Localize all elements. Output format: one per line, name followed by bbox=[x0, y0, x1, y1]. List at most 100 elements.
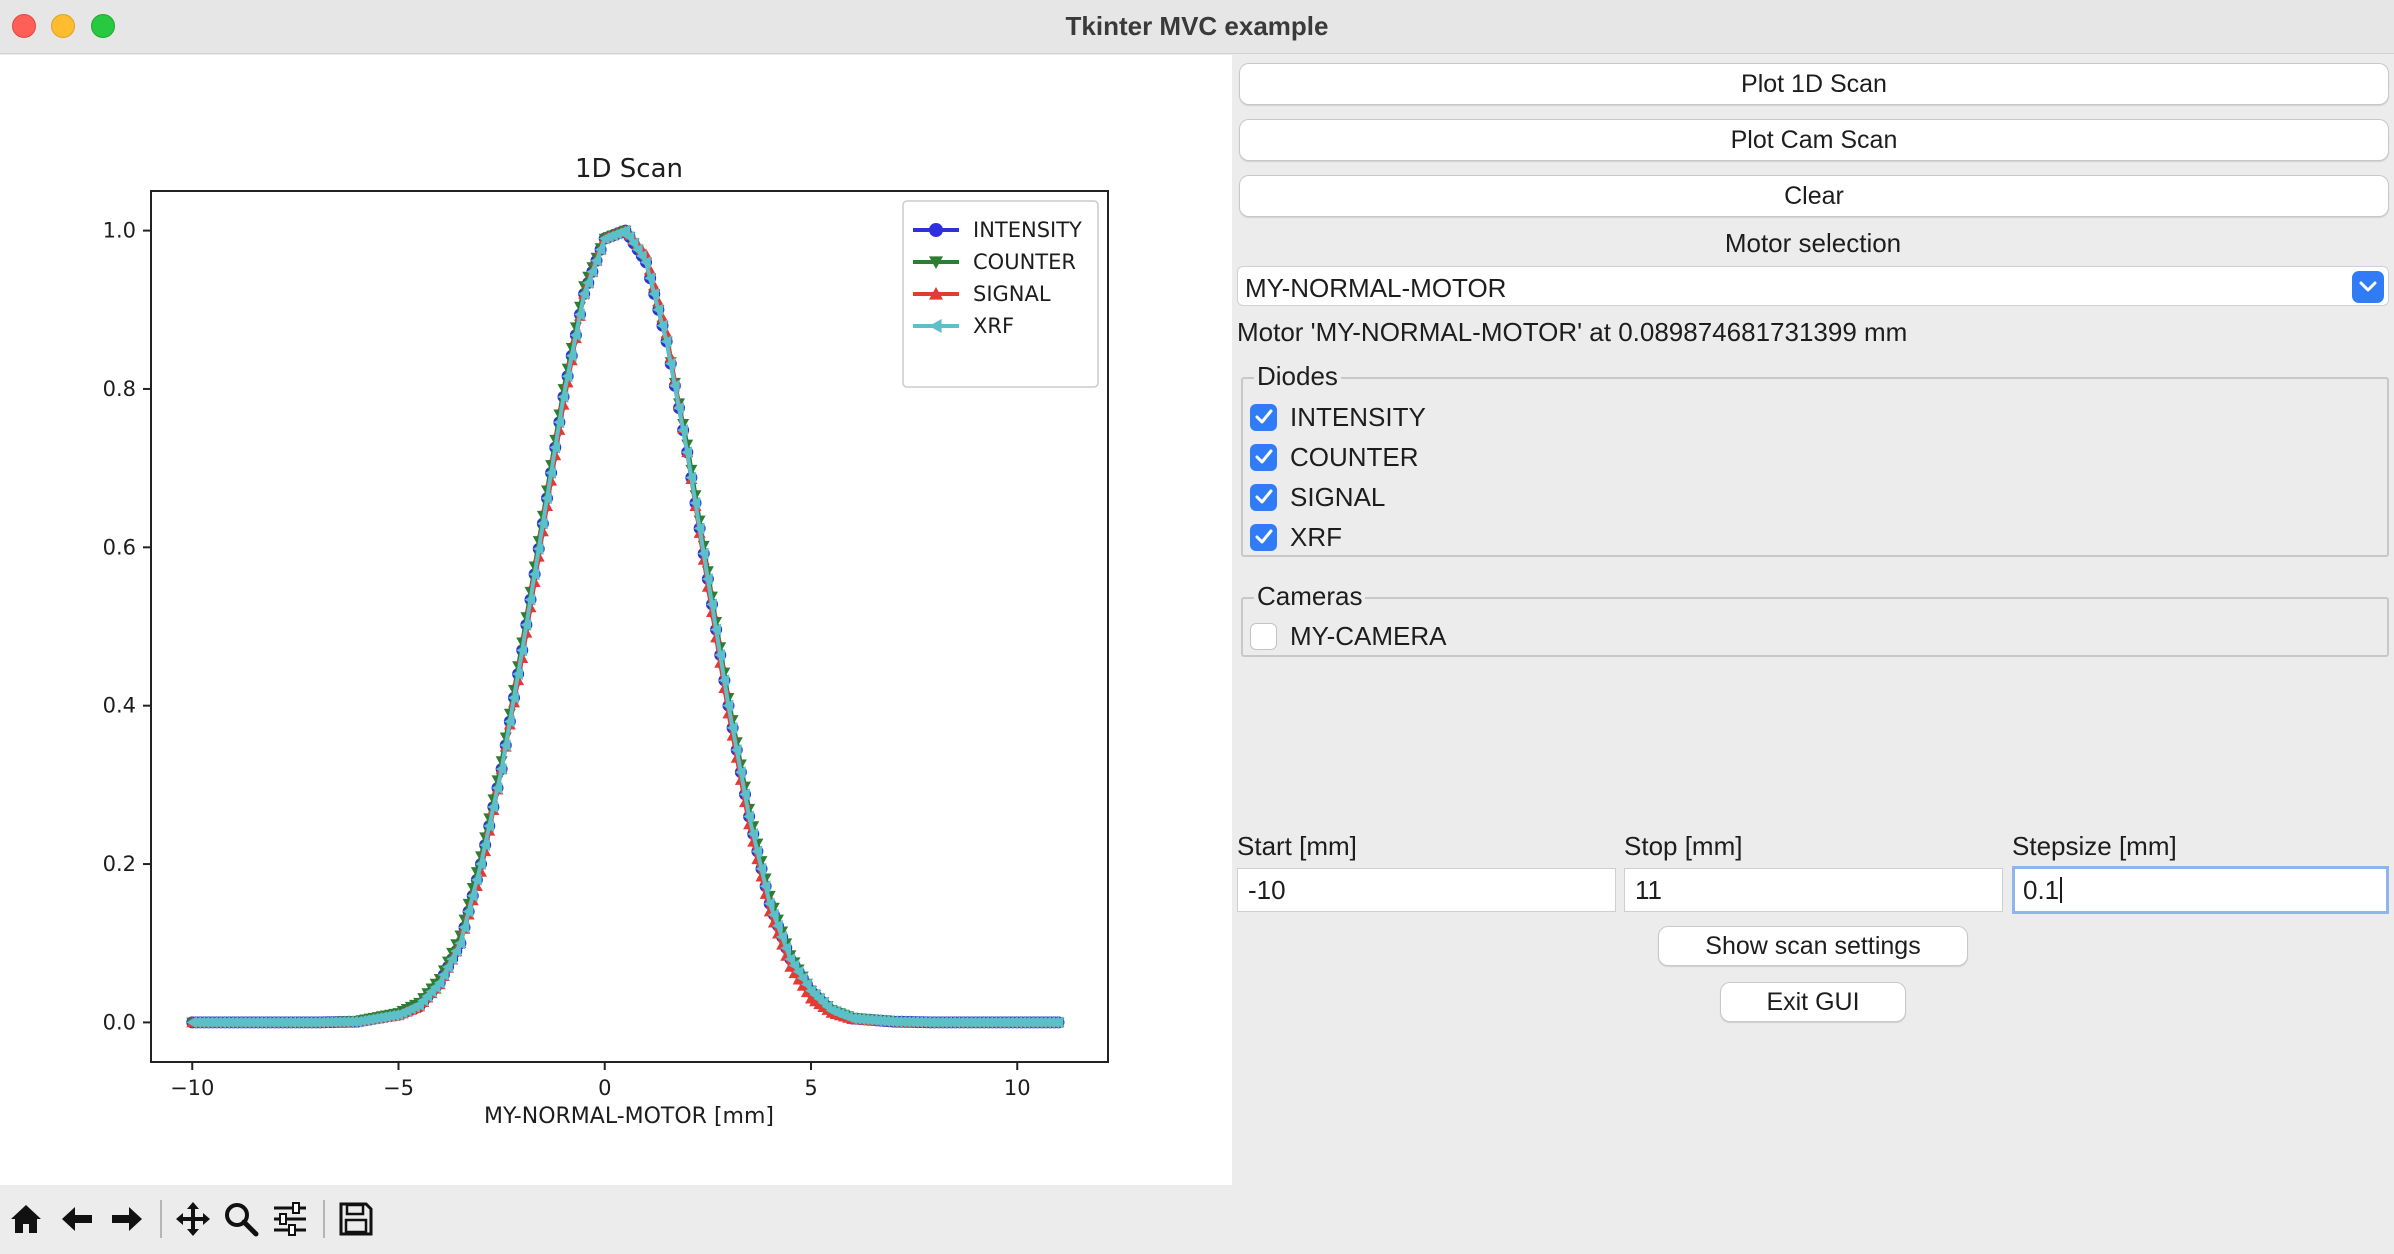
exit-gui-button[interactable]: Exit GUI bbox=[1720, 982, 1906, 1022]
data-point bbox=[635, 249, 647, 262]
data-point bbox=[569, 329, 581, 342]
data-point bbox=[380, 1010, 391, 1023]
data-point bbox=[483, 820, 495, 833]
data-point bbox=[677, 424, 688, 437]
clear-button[interactable]: Clear bbox=[1239, 175, 2389, 217]
data-point bbox=[433, 976, 445, 989]
motor-select[interactable]: MY-NORMAL-MOTOR bbox=[1237, 266, 2389, 306]
toolbar-separator bbox=[160, 1200, 162, 1238]
data-point bbox=[561, 370, 573, 383]
control-panel: Plot 1D Scan Plot Cam Scan Clear Motor s… bbox=[1232, 55, 2394, 1254]
data-point bbox=[545, 466, 556, 479]
save-icon[interactable] bbox=[334, 1197, 378, 1241]
legend-box bbox=[902, 200, 1099, 388]
data-point bbox=[437, 968, 449, 981]
checkbox-checked-icon[interactable] bbox=[1250, 483, 1277, 511]
data-point bbox=[553, 416, 565, 429]
diode-checkbox-counter[interactable]: COUNTER bbox=[1250, 440, 1419, 474]
data-point bbox=[376, 1011, 387, 1024]
stepsize-label: Stepsize [mm] bbox=[2012, 831, 2177, 861]
data-point bbox=[792, 965, 804, 978]
chevron-down-icon[interactable] bbox=[2352, 271, 2384, 303]
cameras-group-title: Cameras bbox=[1254, 581, 1366, 612]
data-point bbox=[788, 959, 800, 972]
diode-label: COUNTER bbox=[1290, 441, 1419, 472]
data-point bbox=[784, 953, 796, 966]
diode-checkbox-signal[interactable]: SIGNAL bbox=[1250, 480, 1385, 514]
data-point bbox=[710, 623, 721, 636]
forward-icon[interactable] bbox=[105, 1197, 149, 1241]
home-icon[interactable] bbox=[4, 1197, 48, 1241]
diodes-group bbox=[1241, 377, 2389, 557]
stepsize-input-value: 0.1 bbox=[2023, 874, 2060, 905]
series-xrf bbox=[186, 224, 1064, 1029]
legend-label: INTENSITY bbox=[973, 218, 1082, 242]
start-label: Start [mm] bbox=[1237, 831, 1357, 861]
stop-label: Stop [mm] bbox=[1624, 831, 1743, 861]
data-point bbox=[697, 547, 709, 560]
data-point bbox=[763, 897, 775, 910]
plot-cam-scan-button[interactable]: Plot Cam Scan bbox=[1239, 119, 2389, 161]
data-point bbox=[359, 1014, 371, 1027]
diode-checkbox-intensity[interactable]: INTENSITY bbox=[1250, 400, 1426, 434]
data-point bbox=[689, 496, 701, 509]
minimize-window-button[interactable] bbox=[51, 14, 75, 38]
stepsize-input[interactable]: 0.1 bbox=[2012, 866, 2389, 914]
back-icon[interactable] bbox=[55, 1197, 99, 1241]
checkbox-checked-icon[interactable] bbox=[1250, 523, 1277, 551]
stop-input-value: 11 bbox=[1635, 874, 1662, 905]
stop-input[interactable]: 11 bbox=[1624, 868, 2003, 912]
data-point bbox=[520, 618, 532, 631]
data-point bbox=[458, 921, 470, 934]
close-window-button[interactable] bbox=[12, 14, 36, 38]
data-point bbox=[681, 446, 693, 459]
data-point bbox=[503, 715, 515, 728]
checkbox-checked-icon[interactable] bbox=[1250, 403, 1277, 431]
y-tick-label: 0.8 bbox=[103, 377, 136, 401]
data-point bbox=[487, 801, 499, 814]
maximize-window-button[interactable] bbox=[91, 14, 115, 38]
data-point bbox=[574, 308, 585, 321]
title-bar: Tkinter MVC example bbox=[0, 0, 2394, 54]
data-point bbox=[454, 937, 466, 950]
x-axis-label: MY-NORMAL-MOTOR [mm] bbox=[484, 1104, 774, 1129]
plot-1d-scan-button[interactable]: Plot 1D Scan bbox=[1239, 63, 2389, 105]
zoom-icon[interactable] bbox=[219, 1197, 263, 1241]
data-point bbox=[355, 1014, 367, 1027]
checkbox-checked-icon[interactable] bbox=[1250, 443, 1277, 471]
axes-frame bbox=[150, 190, 1109, 1063]
camera-checkbox-my-camera[interactable]: MY-CAMERA bbox=[1250, 619, 1447, 653]
data-point bbox=[656, 319, 668, 332]
data-point bbox=[734, 766, 746, 779]
checkbox-unchecked-icon[interactable] bbox=[1250, 622, 1277, 650]
data-point bbox=[557, 390, 569, 403]
data-point bbox=[755, 862, 767, 875]
data-point bbox=[524, 593, 536, 606]
legend-label: XRF bbox=[973, 314, 1014, 338]
y-tick-label: 0.0 bbox=[103, 1010, 136, 1034]
data-point bbox=[371, 1012, 383, 1025]
start-input[interactable]: -10 bbox=[1237, 868, 1616, 912]
text-caret bbox=[2060, 877, 2063, 903]
plot-canvas[interactable]: 1D Scan −10 −5 0 5 10 0.0 0.2 0.4 0.6 0.8 1.0 MY-N… bbox=[0, 55, 1232, 1185]
data-point bbox=[470, 873, 482, 886]
configure-subplots-icon[interactable] bbox=[268, 1197, 312, 1241]
diode-checkbox-xrf[interactable]: XRF bbox=[1250, 520, 1342, 554]
data-point bbox=[730, 744, 742, 757]
data-point bbox=[582, 276, 594, 289]
camera-label: MY-CAMERA bbox=[1290, 620, 1447, 651]
data-point bbox=[739, 788, 750, 801]
data-point bbox=[367, 1012, 379, 1025]
show-scan-settings-button[interactable]: Show scan settings bbox=[1658, 926, 1968, 966]
data-point bbox=[528, 568, 540, 581]
data-point bbox=[660, 335, 672, 348]
data-point bbox=[640, 256, 651, 269]
data-point bbox=[652, 303, 664, 316]
data-point bbox=[541, 492, 552, 505]
data-point bbox=[499, 739, 511, 752]
data-point bbox=[800, 978, 812, 991]
data-point bbox=[743, 810, 754, 823]
pan-icon[interactable] bbox=[171, 1197, 215, 1241]
data-point bbox=[673, 401, 684, 414]
